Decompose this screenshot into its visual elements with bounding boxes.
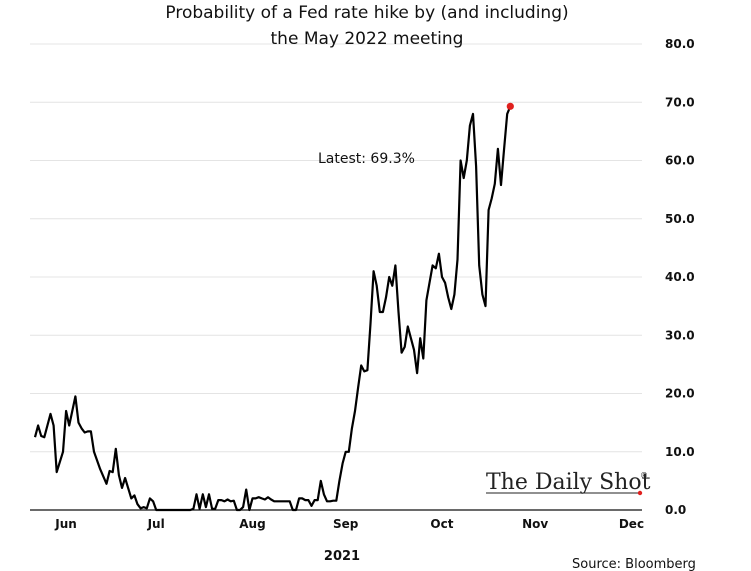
x-tick-label: Oct: [430, 517, 453, 531]
y-tick-label: 20.0: [665, 387, 695, 401]
series-line: [33, 105, 512, 512]
x-tick-label: Jul: [147, 517, 165, 531]
x-tick-label: Dec: [619, 517, 644, 531]
y-tick-label: 30.0: [665, 328, 695, 342]
the-daily-shot-logo: The Daily Shot ®: [486, 470, 651, 496]
series-layer: [33, 102, 514, 512]
y-tick-label: 50.0: [665, 212, 695, 226]
latest-annotation: Latest: 69.3%: [318, 151, 415, 167]
x-axis-label: 2021: [324, 549, 360, 564]
chart-title-line-1: Probability of a Fed rate hike by (and i…: [165, 3, 568, 23]
registered-mark-icon: ®: [640, 471, 648, 480]
x-tick-label: Sep: [333, 517, 359, 531]
logo-red-dot-icon: [637, 490, 643, 496]
latest-point-marker: [506, 102, 514, 110]
x-axis-ticks: Jun Jul Aug Sep Oct Nov Dec: [54, 517, 644, 531]
y-tick-label: 80.0: [665, 37, 695, 51]
y-tick-label: 70.0: [665, 95, 695, 109]
x-tick-label: Nov: [522, 517, 548, 531]
grid-lines: [30, 43, 642, 453]
y-tick-label: 0.0: [665, 503, 686, 517]
source-label: Source: Bloomberg: [572, 557, 696, 571]
chart-title-line-2: the May 2022 meeting: [271, 29, 464, 49]
x-tick-label: Aug: [239, 517, 265, 531]
x-tick-label: Jun: [54, 517, 77, 531]
y-tick-label: 10.0: [665, 445, 695, 459]
y-tick-label: 60.0: [665, 154, 695, 168]
y-axis-ticks: 0.0 10.0 20.0 30.0 40.0 50.0 60.0 70.0 80.0: [665, 37, 695, 517]
y-tick-label: 40.0: [665, 270, 695, 284]
logo-text: The Daily Shot: [486, 470, 651, 495]
